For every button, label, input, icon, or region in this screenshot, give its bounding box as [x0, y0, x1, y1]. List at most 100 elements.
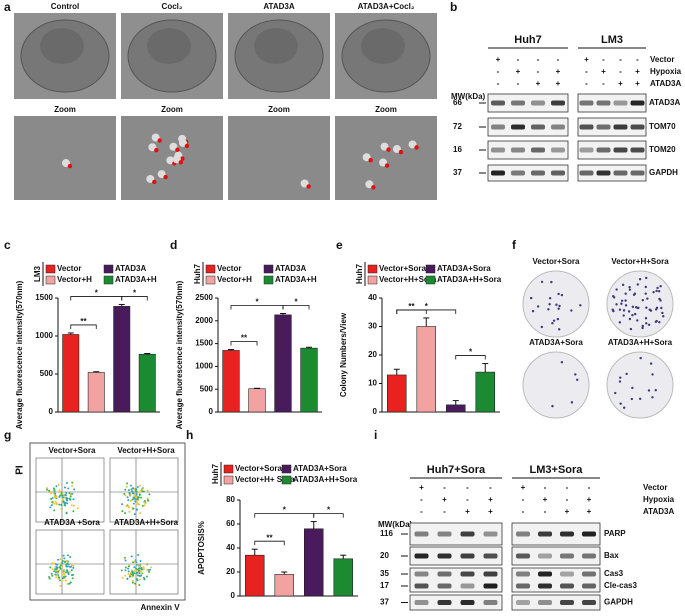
colony — [660, 306, 663, 310]
event — [53, 495, 56, 498]
column-label: ATAD3A — [263, 2, 294, 11]
condition-sign: + — [587, 495, 592, 504]
event — [56, 573, 59, 576]
colony — [628, 317, 632, 321]
legend-label: ATAD3A — [275, 264, 306, 273]
event — [135, 495, 138, 498]
marker-dot — [67, 163, 73, 169]
marker-dot — [178, 160, 184, 165]
event — [131, 581, 134, 584]
event — [133, 513, 136, 516]
band — [582, 531, 596, 537]
event — [53, 509, 56, 512]
legend-swatch — [223, 475, 234, 485]
event — [55, 563, 58, 566]
condition-label: Vector — [643, 483, 667, 492]
y-tick-label: 500 — [40, 369, 54, 378]
colony — [645, 276, 648, 280]
band — [483, 571, 498, 577]
event — [68, 582, 71, 585]
event — [132, 507, 135, 510]
event — [56, 558, 59, 561]
event — [67, 487, 70, 490]
y-tick-label: 1500 — [195, 339, 213, 348]
mw-value: 17 — [380, 581, 389, 590]
event — [60, 573, 63, 576]
event — [127, 567, 130, 570]
protein-label: TOM70 — [649, 122, 676, 131]
event — [125, 485, 128, 488]
colony — [658, 297, 661, 301]
event — [132, 574, 135, 577]
condition-sign: - — [537, 67, 540, 76]
legend-label: Vector+H+Sora — [379, 275, 437, 284]
event — [139, 490, 142, 493]
band — [531, 124, 545, 130]
event — [70, 564, 73, 567]
bar — [475, 371, 495, 413]
plate-label: Vector+H+Sora — [611, 257, 669, 266]
event — [133, 497, 136, 500]
y-tick-label: 0 — [209, 407, 214, 416]
event — [51, 501, 54, 504]
colony — [647, 389, 651, 392]
band — [596, 147, 611, 153]
band — [460, 583, 475, 589]
mw-value: 37 — [453, 168, 462, 177]
condition-sign: + — [442, 495, 447, 504]
bar — [222, 350, 240, 413]
band — [511, 100, 525, 106]
event — [126, 496, 129, 499]
vacuole — [146, 174, 155, 183]
colony — [552, 319, 556, 322]
event — [139, 496, 142, 499]
colony — [579, 304, 582, 307]
condition-sign: + — [556, 79, 561, 88]
event — [70, 504, 73, 507]
colony — [558, 304, 561, 308]
zoom-label: Zoom — [375, 105, 397, 114]
legend-label: Vector+H+ Sora — [235, 475, 295, 484]
condition-sign: - — [619, 67, 622, 76]
condition-sign: - — [619, 55, 622, 64]
plot-label: Vector+Sora — [49, 446, 96, 455]
event — [48, 575, 51, 578]
condition-sign: + — [536, 79, 541, 88]
event — [136, 497, 139, 500]
condition-sign: - — [566, 495, 569, 504]
legend-label: ATAD3A+H+Sora — [437, 275, 502, 284]
colony — [628, 288, 632, 291]
legend-label: Vector+H — [57, 275, 92, 284]
bar — [300, 347, 318, 413]
colony — [618, 321, 622, 324]
event — [62, 568, 65, 571]
protein-label: TOM20 — [649, 145, 676, 154]
panel-letter: a — [4, 0, 11, 14]
event — [136, 579, 139, 582]
condition-sign: - — [420, 495, 423, 504]
bar — [62, 334, 80, 413]
event — [146, 568, 149, 571]
micrograph-zoom — [335, 116, 437, 200]
plate-label: Vector+Sora — [533, 257, 580, 266]
panel-letter: d — [170, 238, 177, 252]
event — [136, 508, 139, 511]
legend-label: ATAD3A+Sora — [437, 264, 491, 273]
marker-dot — [306, 184, 311, 189]
event — [124, 488, 127, 491]
y-tick-label: 0 — [231, 591, 236, 600]
condition-sign: - — [566, 483, 569, 492]
condition-sign: + — [635, 79, 640, 88]
colony — [624, 304, 628, 307]
band — [516, 531, 530, 537]
condition-sign: - — [517, 55, 520, 64]
colony — [556, 317, 560, 321]
condition-sign: - — [420, 507, 423, 516]
panel-letter: e — [336, 238, 343, 252]
band — [596, 100, 611, 106]
flow-frame — [29, 442, 186, 601]
colony — [641, 324, 644, 328]
event — [133, 572, 136, 575]
event — [57, 483, 60, 486]
band — [582, 600, 596, 605]
